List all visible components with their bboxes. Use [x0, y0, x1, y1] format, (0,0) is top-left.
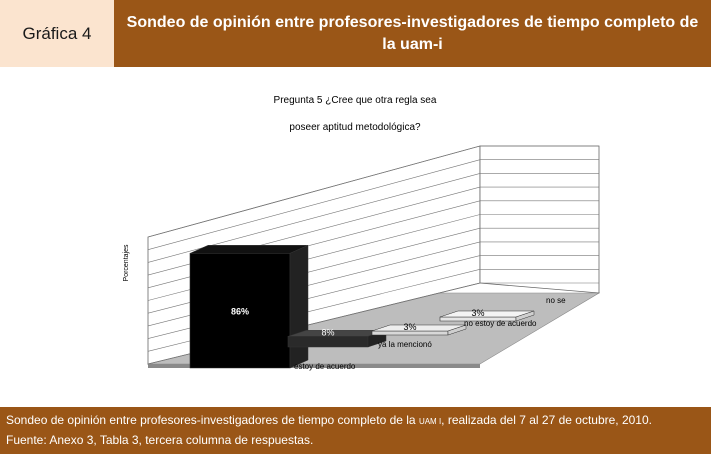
grid-line-side [147, 159, 481, 250]
footer-text-1-small: UAM I [418, 417, 442, 426]
bar-side-1 [289, 244, 309, 369]
chart-back-wall [479, 145, 600, 294]
chart-title-line-1: Pregunta 5 ¿Cree que otra regla sea [274, 95, 437, 106]
y-axis-label: Porcentajes [123, 244, 130, 281]
footer-line-2: Fuente: Anexo 3, Tabla 3, tercera column… [6, 433, 314, 447]
chart-title-line-2: poseer aptitud metodológica? [289, 122, 421, 133]
chart-area: Pregunta 5 ¿Cree que otra regla sea posee… [0, 67, 711, 407]
chart: Pregunta 5 ¿Cree que otra regla sea posee… [123, 95, 601, 371]
data-label-2: 8% [321, 327, 334, 337]
data-label-3: 3% [403, 322, 416, 332]
footer: Sondeo de opinión entre profesores-inves… [0, 407, 711, 454]
category-label-4: no se [546, 296, 566, 305]
bar-2 [287, 336, 369, 348]
footer-text-1a: Sondeo de opinión entre profesores-inves… [6, 413, 416, 427]
figure-label: Gráfica 4 [0, 0, 114, 67]
footer-line-1: Sondeo de opinión entre profesores-inves… [6, 411, 711, 431]
category-label-1: estoy de acuerdo [294, 362, 356, 371]
data-label-1: 86% [231, 307, 249, 317]
category-label-2: ya la mencionó [378, 340, 432, 349]
bar-top-1 [189, 245, 309, 254]
bar-side-3 [447, 324, 467, 336]
footer-text-1b: , realizada del 7 al 27 de octubre, 2010… [441, 413, 652, 427]
grid-line-side [147, 145, 481, 238]
category-label-3: no estoy de acuerdo [464, 319, 537, 328]
header: Gráfica 4 Sondeo de opinión entre profes… [0, 0, 711, 67]
bar-side-4 [515, 310, 535, 322]
data-label-4: 3% [471, 308, 484, 318]
figure-title: Sondeo de opinión entre profesores-inves… [114, 0, 711, 67]
